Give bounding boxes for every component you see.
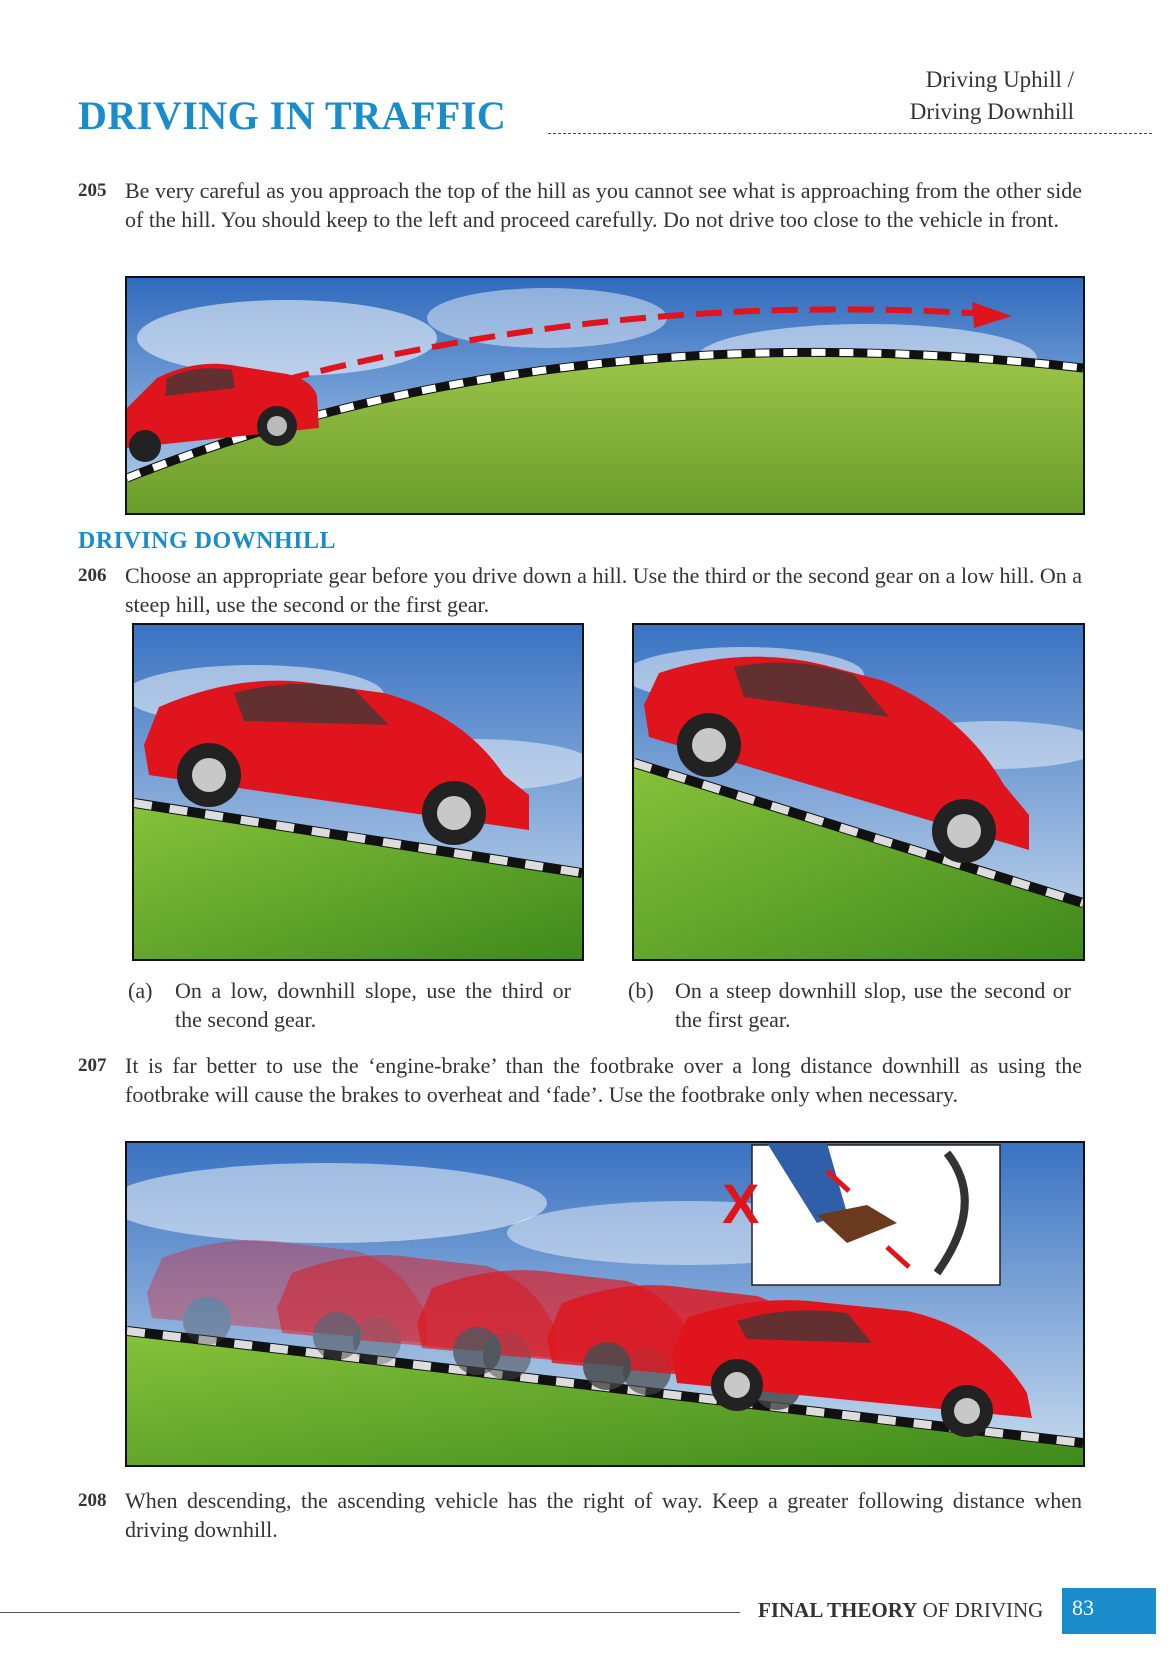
slope [127, 1333, 1083, 1465]
paragraph-number: 208 [78, 1490, 107, 1511]
paragraph-text: Choose an appropriate gear before you dr… [125, 563, 1082, 617]
footer-brand-rest: OF DRIVING [917, 1598, 1044, 1622]
header-divider [548, 133, 1152, 134]
page-number: 83 [1062, 1588, 1156, 1634]
figure-uphill [125, 276, 1085, 515]
caption-text: On a steep downhill slop, use the second… [675, 978, 1071, 1032]
uphill-illustration [127, 278, 1083, 513]
press-arrow-icon [885, 1245, 911, 1269]
red-car [672, 1300, 1032, 1437]
road-curb-stripes [127, 348, 1083, 482]
paragraph-number: 206 [78, 565, 107, 586]
red-car [644, 656, 1029, 863]
arrow-head-icon [972, 302, 1012, 328]
slope [134, 805, 582, 959]
pedal-arm [933, 1150, 969, 1276]
paragraph-text: When descending, the ascending vehicle h… [125, 1488, 1082, 1542]
paragraph-205: 205 Be very careful as you approach the … [78, 176, 1082, 234]
footer-divider [0, 1612, 740, 1613]
caption-text: On a low, downhill slope, use the third … [175, 978, 571, 1032]
road-curb-stripes [134, 799, 582, 877]
paragraph-text: Be very careful as you approach the top … [125, 178, 1082, 232]
cloud [137, 300, 437, 376]
chapter-title: DRIVING IN TRAFFIC [78, 93, 507, 138]
subheading-driving-downhill: DRIVING DOWNHILL [78, 528, 337, 554]
paragraph-number: 205 [78, 180, 107, 201]
hill [127, 352, 1083, 513]
caption-b: (b) On a steep downhill slop, use the se… [628, 976, 1071, 1034]
section-label: Driving Uphill / Driving Downhill [910, 64, 1074, 128]
section-label-line2: Driving Downhill [909, 99, 1074, 124]
paragraph-206: 206 Choose an appropriate gear before yo… [78, 561, 1082, 619]
road-curb-stripes [634, 759, 1083, 907]
paragraph-208: 208 When descending, the ascending vehic… [78, 1486, 1082, 1544]
slope [634, 765, 1083, 959]
leg [767, 1143, 847, 1223]
caption-a: (a) On a low, downhill slope, use the th… [128, 976, 571, 1034]
section-label-line1: Driving Uphill / [925, 67, 1074, 92]
caption-label: (a) [128, 978, 153, 1003]
prohibited-x-icon: X [722, 1172, 759, 1235]
cloud [427, 288, 667, 348]
press-arrow-icon [825, 1169, 851, 1193]
red-car [127, 363, 319, 462]
figure-steep-slope [632, 623, 1085, 961]
paragraph-number: 207 [78, 1055, 107, 1076]
shoe [817, 1205, 897, 1243]
figure-engine-brake: X [125, 1141, 1085, 1467]
footer-brand: FINAL THEORY OF DRIVING [758, 1598, 1043, 1623]
footer-brand-bold: FINAL THEORY [758, 1598, 918, 1622]
caption-label: (b) [628, 978, 654, 1003]
steep-slope-illustration [634, 625, 1083, 959]
low-slope-illustration [134, 625, 582, 959]
cloud [127, 1163, 547, 1243]
paragraph-207: 207 It is far better to use the ‘engine-… [78, 1051, 1082, 1109]
red-car [144, 680, 529, 845]
figure-low-slope [132, 623, 584, 961]
paragraph-text: It is far better to use the ‘engine-brak… [125, 1053, 1082, 1107]
engine-brake-illustration: X [127, 1143, 1083, 1465]
